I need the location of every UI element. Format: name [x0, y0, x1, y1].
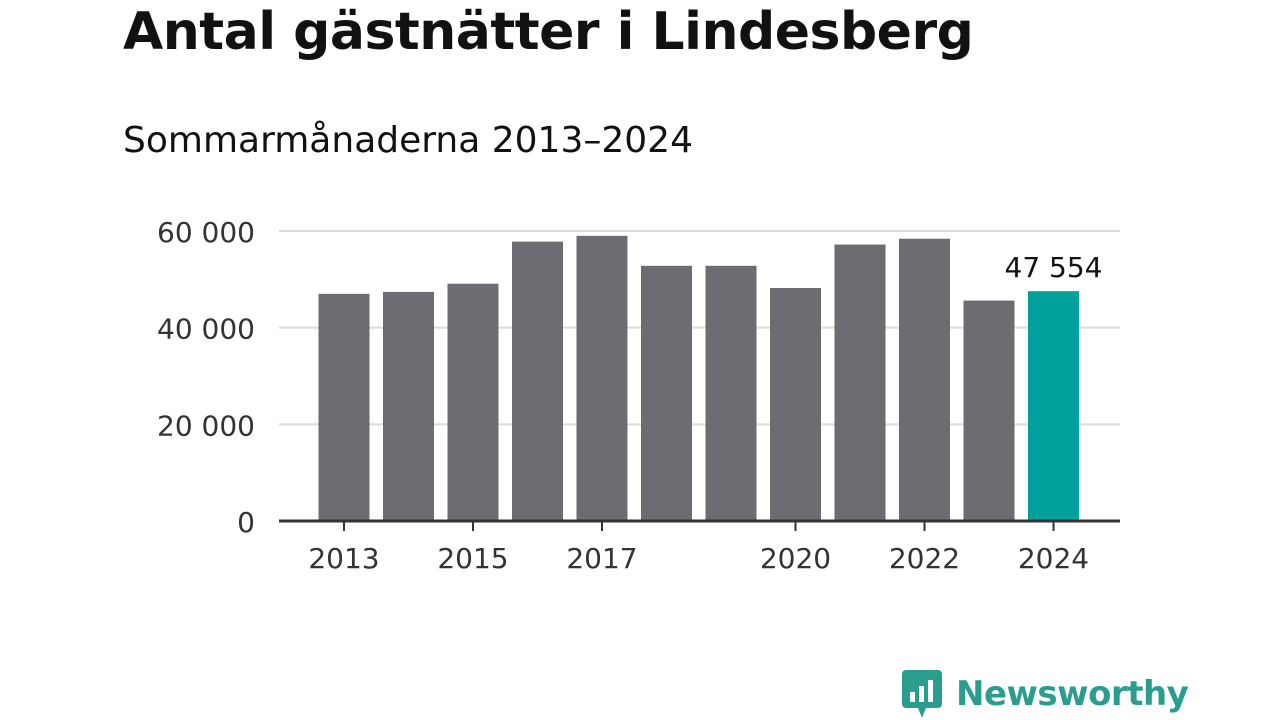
newsworthy-logo-text: Newsworthy	[956, 674, 1189, 714]
x-tick-label: 2024	[1018, 542, 1089, 575]
chart-title: Antal gästnätter i Lindesberg	[123, 2, 974, 62]
x-tick-label: 2020	[760, 542, 831, 575]
newsworthy-logo: Newsworthy	[902, 670, 1189, 718]
x-tick-label: 2015	[437, 542, 508, 575]
chart-subtitle: Sommarmånaderna 2013–2024	[123, 120, 693, 161]
bar	[963, 300, 1015, 521]
bar	[834, 244, 886, 522]
data-label: 47 554	[1005, 251, 1103, 284]
bar	[705, 265, 757, 521]
y-tick-label: 40 000	[157, 313, 255, 346]
x-tick-label: 2017	[566, 542, 637, 575]
bar	[770, 288, 821, 521]
bar	[512, 241, 563, 521]
y-tick-label: 20 000	[157, 409, 255, 442]
bar	[447, 283, 499, 521]
x-tick-label: 2022	[889, 542, 960, 575]
bar	[318, 293, 370, 521]
bar	[383, 291, 434, 521]
bar	[641, 265, 692, 521]
x-tick-label: 2013	[308, 542, 379, 575]
newsworthy-logo-icon	[902, 670, 942, 718]
bar	[576, 235, 628, 522]
bar	[1028, 291, 1079, 521]
bar	[899, 238, 950, 521]
y-tick-label: 0	[237, 506, 255, 539]
y-tick-label: 60 000	[157, 216, 255, 249]
